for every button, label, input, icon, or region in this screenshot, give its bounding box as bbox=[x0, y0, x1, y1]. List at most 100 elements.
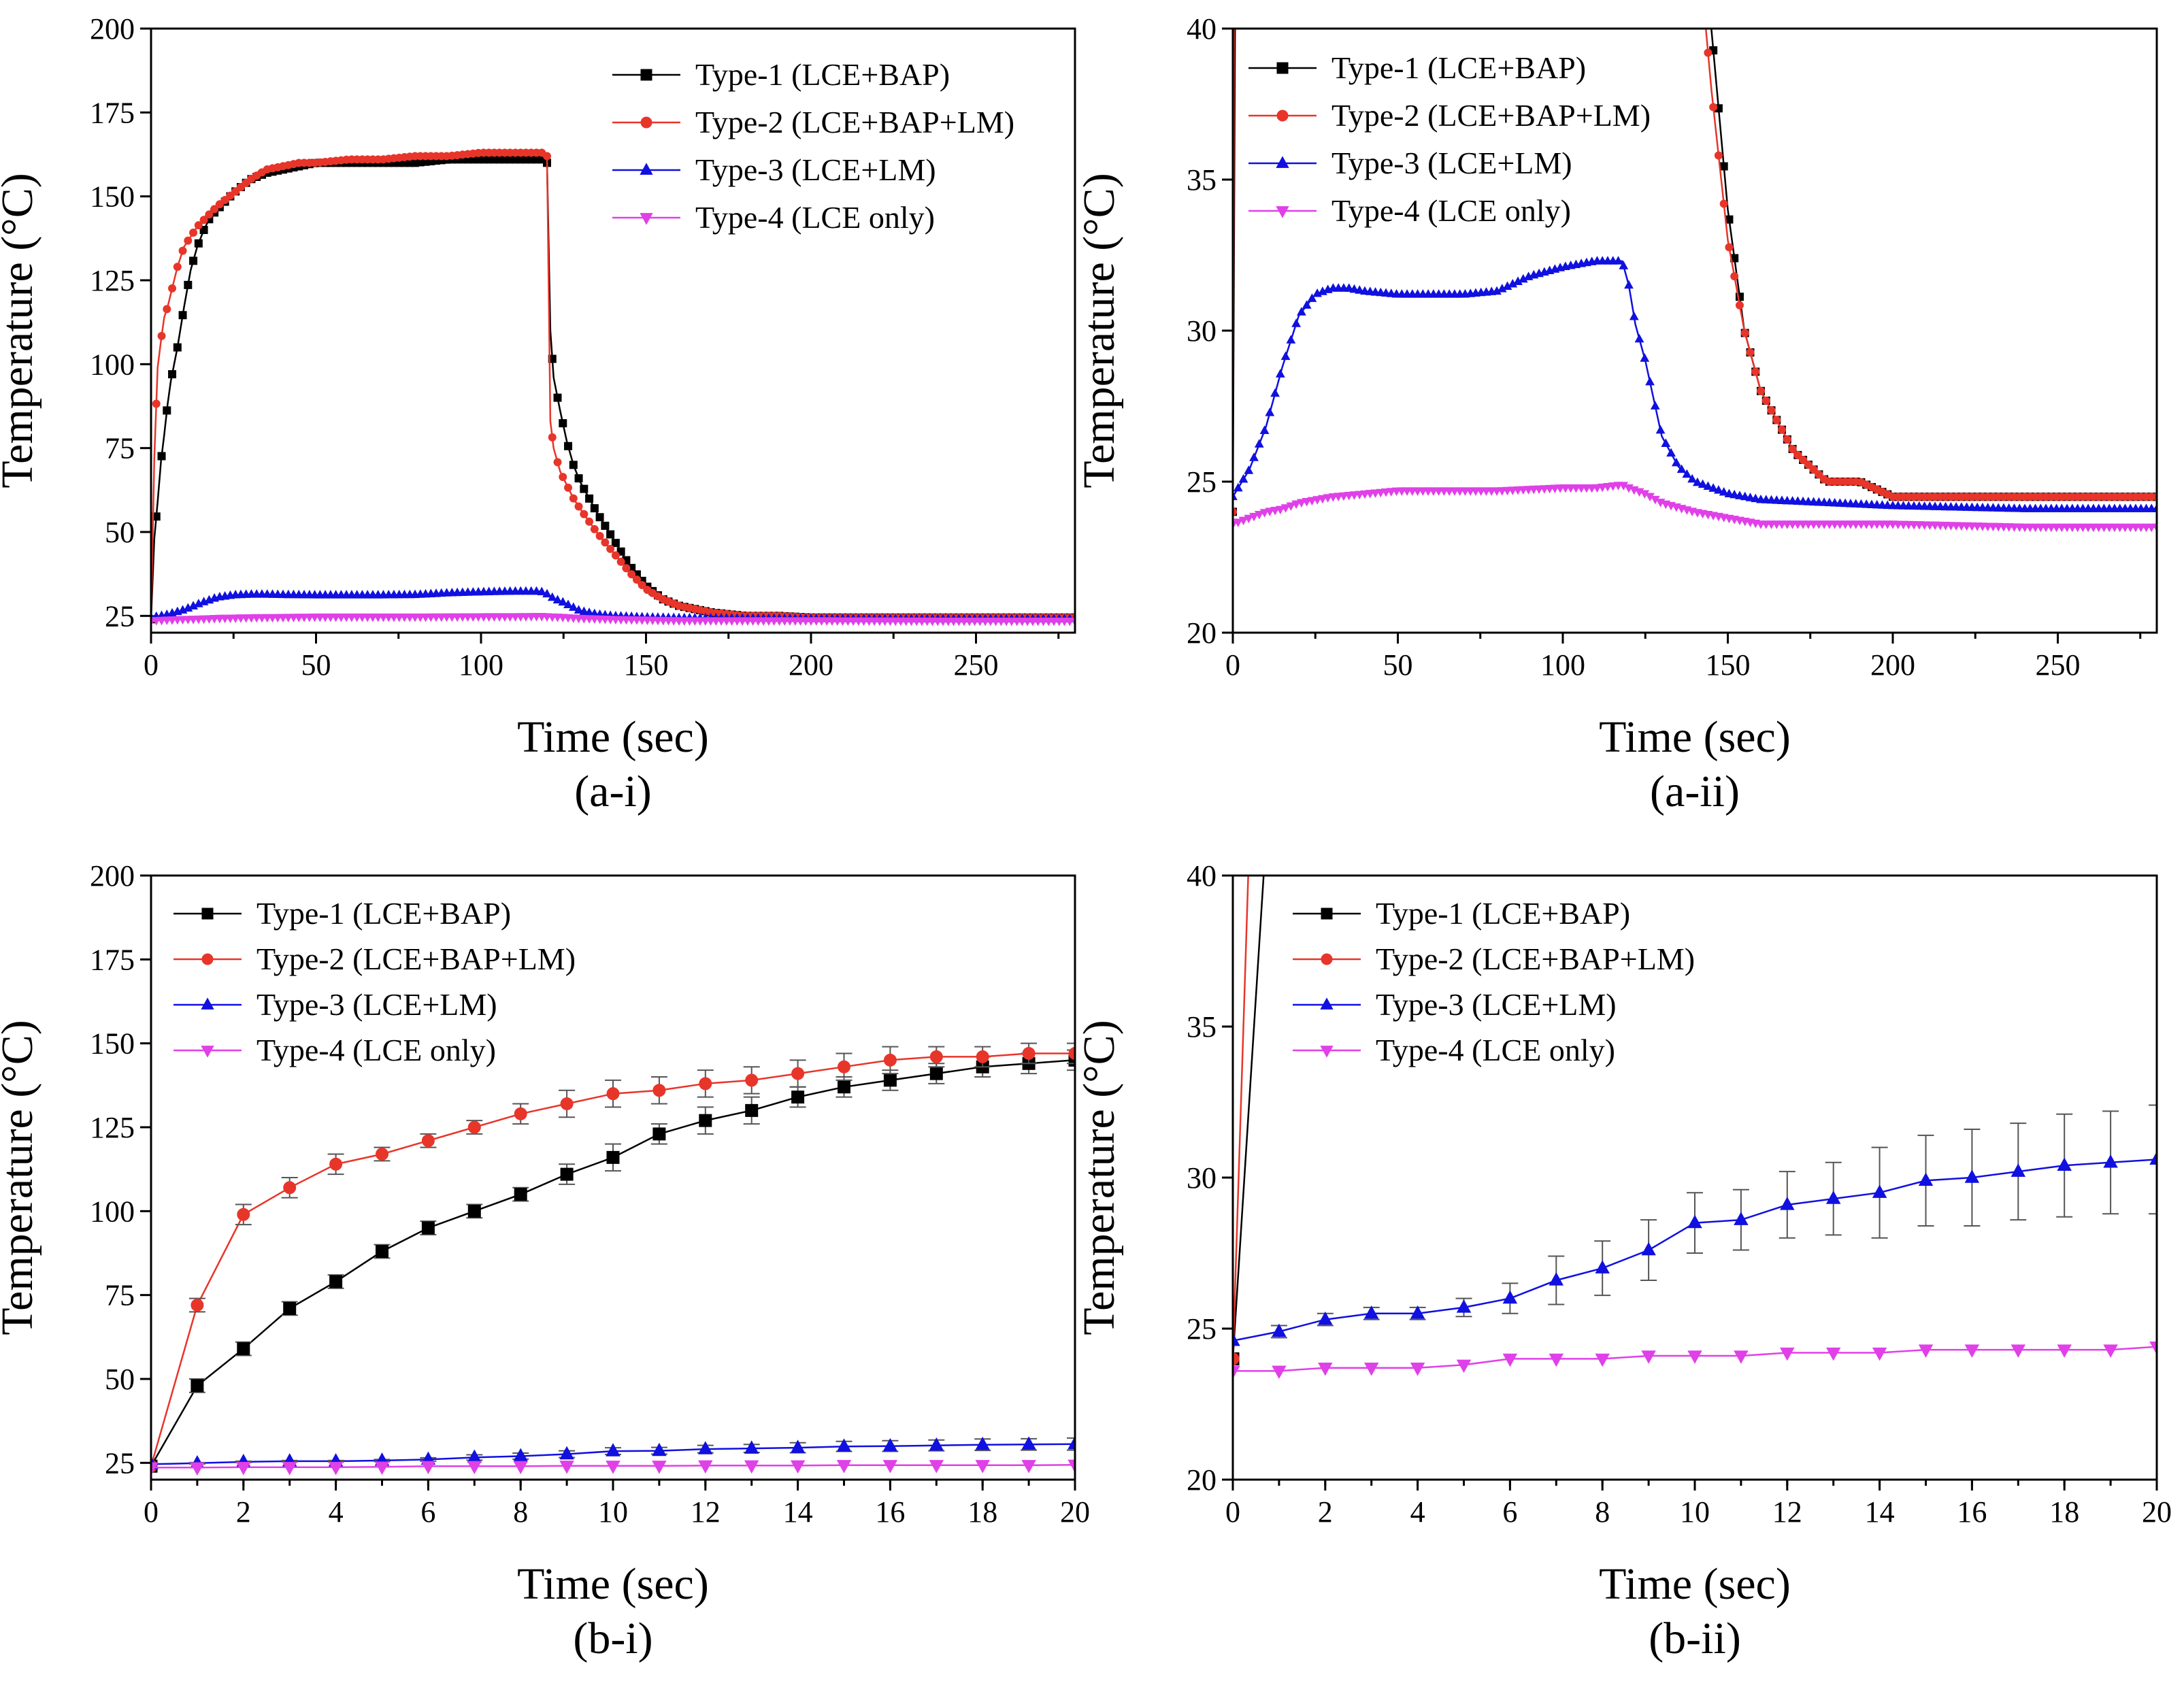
data-point bbox=[611, 539, 620, 548]
data-point bbox=[574, 502, 583, 511]
data-point bbox=[1687, 1350, 1702, 1364]
legend-marker bbox=[640, 116, 652, 129]
data-point bbox=[553, 458, 562, 467]
series-line bbox=[1233, 260, 2157, 510]
error-bar bbox=[2149, 1104, 2157, 1215]
data-point bbox=[168, 370, 177, 379]
data-point bbox=[1714, 151, 1723, 160]
data-point bbox=[882, 1437, 898, 1452]
legend-label: Type-1 (LCE+BAP) bbox=[695, 57, 950, 92]
data-point bbox=[1613, 256, 1623, 265]
data-point bbox=[1233, 1332, 1240, 1346]
data-point bbox=[1825, 1191, 1841, 1204]
data-point bbox=[560, 1097, 574, 1110]
data-point bbox=[1291, 500, 1302, 510]
data-point bbox=[1734, 1212, 1749, 1225]
legend-label: Type-3 (LCE+LM) bbox=[695, 152, 936, 187]
data-point bbox=[210, 205, 219, 214]
data-point bbox=[151, 617, 156, 626]
data-point bbox=[1249, 512, 1259, 522]
x-tick-label: 18 bbox=[967, 1495, 997, 1529]
y-tick-label: 100 bbox=[90, 348, 135, 381]
data-point bbox=[1244, 465, 1254, 474]
data-point bbox=[513, 1461, 528, 1475]
data-point bbox=[1751, 367, 1760, 376]
x-tick-label: 50 bbox=[1383, 648, 1413, 682]
x-tick-label: 50 bbox=[301, 648, 331, 682]
legend-label: Type-2 (LCE+BAP+LM) bbox=[1376, 942, 1695, 976]
legend-label: Type-2 (LCE+BAP+LM) bbox=[695, 105, 1014, 139]
data-point bbox=[173, 343, 182, 352]
legend-label: Type-3 (LCE+LM) bbox=[1331, 146, 1572, 180]
data-point bbox=[1783, 435, 1791, 444]
data-point bbox=[1592, 484, 1602, 493]
data-point bbox=[1671, 457, 1681, 467]
chart-panel-a-ii: 0 50 100 150 200 250 20 25 30 35 40 Time (sec) Tempe… bbox=[1074, 12, 2158, 816]
data-point bbox=[563, 599, 573, 608]
data-point bbox=[1549, 1353, 1564, 1367]
data-point bbox=[1629, 311, 1639, 320]
data-point bbox=[1751, 493, 1761, 503]
data-point bbox=[744, 1460, 759, 1474]
data-point bbox=[1872, 1347, 1887, 1361]
data-point bbox=[1238, 473, 1248, 483]
legend-label: Type-4 (LCE only) bbox=[1376, 1033, 1615, 1067]
data-point bbox=[616, 557, 625, 566]
data-point bbox=[1319, 295, 1331, 307]
data-point bbox=[929, 1460, 944, 1474]
data-point bbox=[1386, 288, 1396, 297]
data-point bbox=[975, 1460, 990, 1474]
data-point bbox=[1595, 1353, 1610, 1367]
x-tick-label: 150 bbox=[1706, 648, 1751, 682]
legend-label: Type-4 (LCE only) bbox=[257, 1033, 496, 1067]
data-point bbox=[1598, 483, 1608, 493]
x-tick-label: 10 bbox=[1680, 1495, 1710, 1529]
data-point bbox=[580, 484, 589, 493]
legend: Type-1 (LCE+BAP) Type-2 (LCE+BAP+LM) Type-… bbox=[173, 896, 576, 1067]
data-point bbox=[199, 216, 208, 224]
data-point bbox=[1259, 425, 1270, 434]
data-point bbox=[1655, 425, 1666, 434]
error-bar bbox=[1067, 1042, 1075, 1065]
data-point bbox=[1021, 1436, 1036, 1450]
x-tick-label: 16 bbox=[875, 1495, 905, 1529]
data-point bbox=[606, 1443, 621, 1457]
data-point bbox=[611, 551, 620, 560]
data-point bbox=[1272, 1323, 1287, 1337]
data-point bbox=[745, 1073, 759, 1087]
data-point bbox=[929, 1437, 944, 1451]
x-tick-label: 12 bbox=[691, 1495, 721, 1529]
data-point bbox=[1724, 488, 1734, 498]
data-point bbox=[1381, 488, 1391, 497]
data-point bbox=[1595, 1260, 1610, 1274]
legend: Type-1 (LCE+BAP) Type-2 (LCE+BAP+LM) Type-… bbox=[1293, 896, 1695, 1067]
data-point bbox=[1608, 482, 1618, 491]
data-point bbox=[2103, 1344, 2118, 1358]
data-point bbox=[1640, 353, 1650, 362]
data-point bbox=[421, 1221, 435, 1235]
data-point bbox=[1780, 1197, 1795, 1210]
data-point bbox=[1270, 507, 1280, 516]
data-point bbox=[606, 1150, 620, 1164]
data-point bbox=[191, 1298, 204, 1312]
x-axis-title: Time (sec) bbox=[517, 712, 709, 762]
y-tick-label: 75 bbox=[105, 432, 135, 465]
legend-marker bbox=[1320, 997, 1334, 1010]
data-point bbox=[1275, 505, 1285, 515]
data-point bbox=[699, 1077, 712, 1091]
data-point bbox=[652, 1084, 666, 1097]
data-point bbox=[514, 1188, 527, 1201]
data-point bbox=[547, 592, 557, 601]
legend-item: Type-1 (LCE+BAP) bbox=[612, 57, 950, 92]
data-point bbox=[1272, 1365, 1287, 1379]
data-point bbox=[189, 228, 198, 237]
data-point bbox=[1286, 502, 1296, 511]
data-point bbox=[836, 1438, 852, 1452]
data-point bbox=[698, 1441, 713, 1454]
data-point bbox=[838, 1060, 850, 1073]
data-point bbox=[1323, 494, 1333, 503]
y-tick-label: 35 bbox=[1187, 1010, 1217, 1044]
data-point bbox=[1549, 1272, 1564, 1286]
data-point bbox=[376, 1147, 388, 1161]
y-tick-label: 35 bbox=[1187, 163, 1217, 197]
